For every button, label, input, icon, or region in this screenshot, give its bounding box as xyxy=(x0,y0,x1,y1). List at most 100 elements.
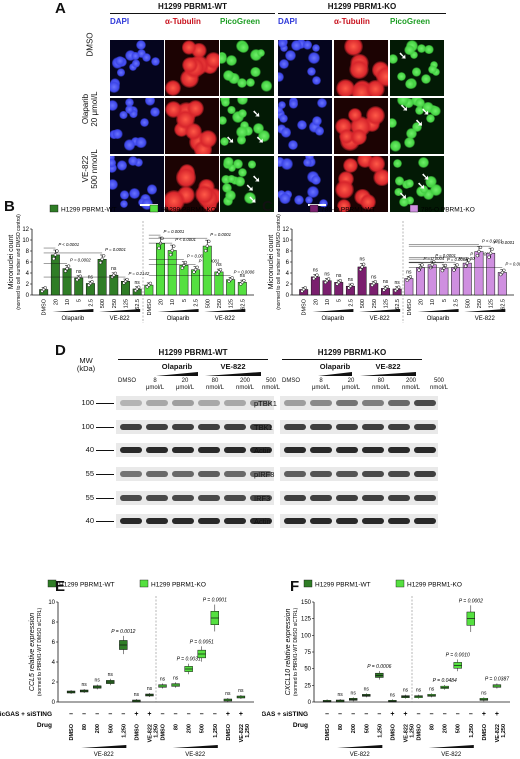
significance-label: ns xyxy=(313,268,319,274)
cell-blob xyxy=(110,158,116,168)
category-label: 500 xyxy=(456,724,462,733)
blot-strip xyxy=(116,467,274,481)
bar xyxy=(474,251,484,296)
y-tick-label: 10 xyxy=(48,600,55,606)
micrograph-tile xyxy=(110,156,164,212)
protein-band xyxy=(388,400,410,406)
category-label: 5 xyxy=(77,299,83,302)
drug-group-label: Olaparib xyxy=(427,316,450,322)
significance-label: ns xyxy=(481,690,487,696)
p-value-label: P = 0.0004 xyxy=(424,256,445,261)
cell-blob xyxy=(422,188,435,200)
cell-blob xyxy=(278,72,285,83)
significance-label: ns xyxy=(160,676,166,682)
arrow-icon: ➘ xyxy=(248,195,257,207)
p-value-label: P = 0.0387 xyxy=(485,676,509,682)
panel-d-group-ko-bar xyxy=(282,359,422,361)
bar xyxy=(179,265,189,296)
y-tick-label: 150 xyxy=(301,600,312,606)
sicgas-sign: – xyxy=(200,711,204,718)
blot-strip xyxy=(116,514,274,528)
mw-tick xyxy=(96,450,114,451)
category-label: 10 xyxy=(430,299,436,305)
dose-wedge xyxy=(360,372,416,376)
cell-blob xyxy=(375,66,388,88)
panel-b-letter: B xyxy=(4,198,15,215)
data-point xyxy=(502,268,506,272)
category-label: 5 xyxy=(182,299,188,302)
cell-blob xyxy=(335,79,355,96)
drug-group-label: VE-822 xyxy=(94,752,115,758)
legend-label: H1299 PBRM1-WT xyxy=(61,207,117,214)
cell-blob xyxy=(124,49,137,61)
blot-name: Actin xyxy=(254,446,271,455)
cell-blob xyxy=(136,40,147,50)
cell-blob xyxy=(403,137,415,149)
cell-blob xyxy=(181,40,197,55)
protein-band xyxy=(362,518,384,524)
p-value-label: P < 0.0001 xyxy=(175,237,196,242)
cell-blob xyxy=(281,158,293,170)
significance-label: ns xyxy=(134,692,140,698)
category-label: 2.5 xyxy=(194,299,200,307)
protein-band xyxy=(224,400,246,406)
protein-band xyxy=(388,424,410,430)
micrograph-tile xyxy=(334,40,388,96)
protein-band xyxy=(284,518,306,524)
protein-band xyxy=(172,495,194,501)
cell-blob xyxy=(373,169,388,187)
cell-blob xyxy=(220,98,230,108)
legend-swatch xyxy=(139,579,149,588)
micrograph-tile xyxy=(110,40,164,96)
protein-band xyxy=(120,447,142,453)
cell-blob xyxy=(175,167,197,188)
panel-e-letter: E xyxy=(55,578,66,595)
data-point xyxy=(499,272,503,277)
sicgas-sign: – xyxy=(187,711,191,718)
category-label: 1,250 xyxy=(409,724,415,738)
lane-label: 200 nmol/L xyxy=(401,378,420,391)
cell-blob xyxy=(110,81,121,93)
cell-blob xyxy=(150,107,160,117)
protein-band xyxy=(172,447,194,453)
cell-blob xyxy=(419,185,429,194)
protein-band xyxy=(414,400,436,406)
data-point xyxy=(420,263,424,267)
y-tick-label: 100 xyxy=(301,633,312,639)
bar xyxy=(451,267,461,296)
cell-blob xyxy=(224,189,236,201)
dose-wedge xyxy=(318,372,352,376)
arrow-icon: ➘ xyxy=(417,181,426,193)
data-point xyxy=(100,257,104,261)
cell-blob xyxy=(227,105,236,114)
protein-band xyxy=(224,495,246,501)
protein-band xyxy=(414,447,436,453)
category-label: 250 xyxy=(372,299,378,308)
y-tick-label: 6 xyxy=(52,640,56,646)
significance-label: ns xyxy=(395,280,401,286)
data-point xyxy=(157,246,161,250)
blot-name: IRF3 xyxy=(254,494,271,503)
category-label: DMSO xyxy=(69,723,75,740)
micrograph-tile xyxy=(334,98,388,154)
data-point xyxy=(490,247,494,251)
data-point xyxy=(195,265,199,269)
legend-swatch xyxy=(149,204,159,213)
protein-band xyxy=(310,447,332,453)
cell-blob xyxy=(118,110,128,120)
cell-blob xyxy=(237,42,249,54)
bar xyxy=(497,272,507,296)
cell-blob xyxy=(405,179,414,188)
data-point xyxy=(230,276,234,280)
category-label: 125 xyxy=(123,299,129,308)
bar xyxy=(109,274,119,296)
cell-blob xyxy=(280,43,289,52)
category-label: VE-822 xyxy=(147,724,153,742)
y-axis-title: CCL5 relative expression xyxy=(29,613,36,691)
protein-band xyxy=(198,447,220,453)
cell-blob xyxy=(427,64,438,75)
cell-blob xyxy=(314,126,325,136)
y-tick-label: 2 xyxy=(26,282,30,288)
cell-blob xyxy=(417,44,426,53)
cell-blob xyxy=(394,176,405,187)
